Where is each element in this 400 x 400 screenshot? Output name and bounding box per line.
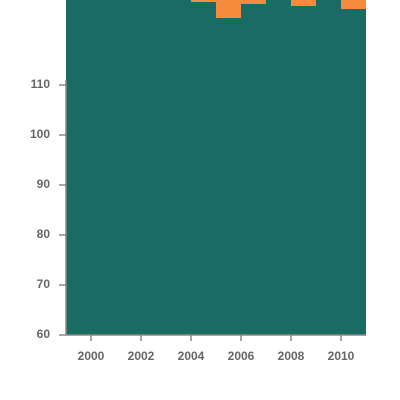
x-tick-label: 2002 xyxy=(128,349,155,363)
x-tick-label: 2008 xyxy=(278,349,305,363)
x-tick-label: 2006 xyxy=(228,349,255,363)
area xyxy=(191,0,366,18)
area xyxy=(66,0,366,335)
y-tick-label: 100 xyxy=(30,127,50,141)
y-tick-label: 60 xyxy=(37,327,51,341)
y-tick-label: 70 xyxy=(37,277,51,291)
y-tick-label: 80 xyxy=(37,227,51,241)
x-tick-label: 2000 xyxy=(78,349,105,363)
x-tick-label: 2010 xyxy=(328,349,355,363)
x-tick-label: 2004 xyxy=(178,349,205,363)
y-tick-label: 110 xyxy=(31,77,51,91)
y-tick-label: 90 xyxy=(37,177,51,191)
